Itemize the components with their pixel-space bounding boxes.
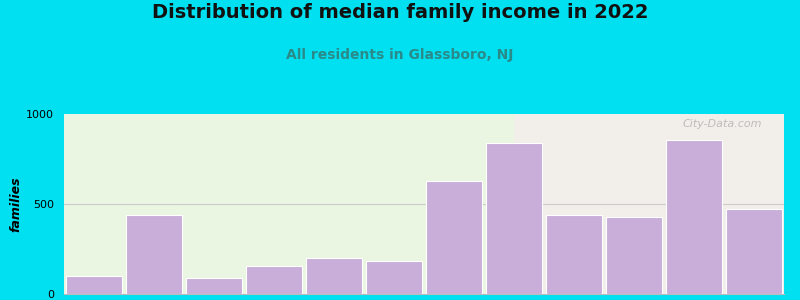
Bar xyxy=(726,208,782,294)
Bar xyxy=(514,114,784,294)
Bar xyxy=(606,217,662,294)
Text: Distribution of median family income in 2022: Distribution of median family income in … xyxy=(152,3,648,22)
Bar xyxy=(366,261,422,294)
Text: All residents in Glassboro, NJ: All residents in Glassboro, NJ xyxy=(286,48,514,62)
Bar xyxy=(666,140,722,294)
Bar xyxy=(426,181,482,294)
Bar xyxy=(66,276,122,294)
Bar xyxy=(186,278,242,294)
Bar xyxy=(246,266,302,294)
Bar xyxy=(306,258,362,294)
Y-axis label: families: families xyxy=(9,176,22,232)
Bar xyxy=(546,215,602,294)
Text: City-Data.com: City-Data.com xyxy=(683,119,762,129)
Bar xyxy=(126,215,182,294)
Bar xyxy=(486,143,542,294)
